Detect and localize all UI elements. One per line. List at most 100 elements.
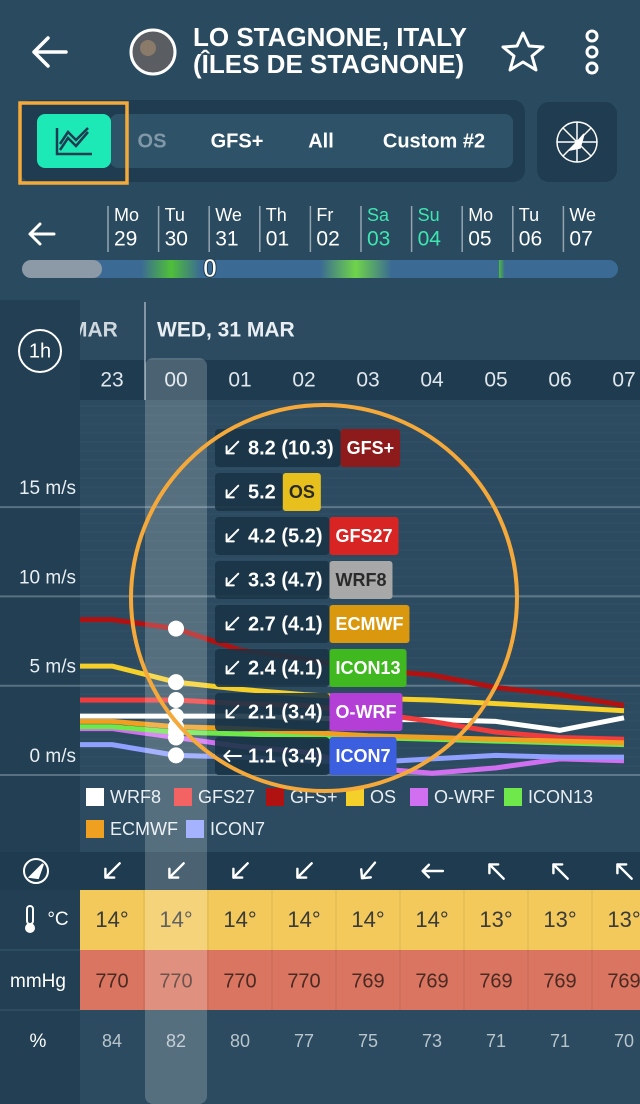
legend-label: ICON13 [528,787,593,807]
title: LO STAGNONE, ITALY [193,22,467,52]
tooltip-model: ECMWF [335,614,403,634]
humidity: 73 [422,1031,442,1051]
interval-button[interactable] [18,329,62,373]
y-tick-label: 15 m/s [19,478,76,499]
pressure: 769 [479,970,512,992]
tooltip-chip [215,605,330,643]
temperature: 14° [159,907,192,932]
tooltip-model: O-WRF [335,702,396,722]
legend-label: ICON7 [210,819,265,839]
hour-label: 02 [292,369,315,392]
day-weekday: Mo [114,205,139,225]
temperature: 14° [223,907,256,932]
day-date: 01 [266,228,289,251]
day-weekday: Su [418,205,440,225]
legend-swatch [186,820,204,838]
pressure: 770 [223,970,256,992]
graph-button[interactable] [37,114,111,168]
tab[interactable]: Custom #2 [383,130,485,152]
tab[interactable]: All [308,130,334,152]
temperature-unit: °C [47,909,68,930]
pressure: 769 [607,970,640,992]
legend-swatch [174,788,192,806]
hour-label: 07 [612,369,635,392]
pressure: 770 [95,970,128,992]
legend-swatch [410,788,428,806]
y-tick-label: 0 m/s [30,746,76,767]
day-weekday: Tu [519,205,539,225]
pressure: 770 [287,970,320,992]
legend-swatch [504,788,522,806]
tooltip-model: ICON7 [335,746,390,766]
tooltip-badge [329,517,399,555]
temperature-row [80,890,640,950]
legend-swatch [86,820,104,838]
selected-point [168,747,184,764]
series-line [80,718,625,746]
selected-point [168,718,184,735]
day-date: 02 [316,228,339,251]
thermometer-icon [25,905,35,933]
day-date: 29 [114,228,137,251]
tooltip-value: 3.3 (4.7) [248,569,322,591]
graph-icon [55,127,92,156]
tooltip-chip [215,693,330,731]
tooltip-value: 2.7 (4.1) [248,613,322,635]
tab-group [110,114,513,168]
legend-label: O-WRF [434,787,495,807]
tooltip-model: ICON13 [335,658,400,678]
day-date: 07 [569,228,592,251]
day-weekday: Th [266,205,287,225]
day-date: 31 [215,228,238,251]
tab[interactable]: GFS+ [211,130,264,152]
title: (ÎLES DE STAGNONE) [193,49,464,79]
pressure: 770 [159,970,192,992]
tooltip-model: GFS+ [347,438,395,458]
hour-label: 00 [164,369,187,392]
menu-button[interactable] [585,29,599,75]
interval-label: 1h [29,340,51,362]
tooltip-value: 1.1 (3.4) [248,745,322,767]
tooltip-badge [329,737,397,775]
humidity: 70 [614,1031,634,1051]
highlight-circle [129,403,519,793]
tooltip-chip [215,473,283,511]
temperature: 13° [607,907,640,932]
hour-label: 06 [548,369,571,392]
tab[interactable]: OS [138,130,167,152]
pressure-unit: mmHg [10,971,66,992]
legend-label: GFS27 [198,787,255,807]
back-button[interactable] [32,36,68,68]
day-date: 04 [418,228,442,251]
favorite-star[interactable] [501,31,545,72]
day-date: 03 [367,228,390,251]
direction-row [0,852,640,890]
tooltip-value: 4.2 (5.2) [248,525,322,547]
tooltip-value: 5.2 [248,481,276,503]
humidity: 75 [358,1031,378,1051]
avatar-detail [140,40,156,56]
day-weekday: We [569,205,596,225]
humidity: 71 [550,1031,570,1051]
tooltip-badge [340,429,401,467]
axis-column [0,300,80,852]
humidity-unit: % [30,1031,47,1052]
pressure: 769 [351,970,384,992]
y-tick-label: 5 m/s [30,657,76,678]
temperature: 14° [95,907,128,932]
highlight-box [18,101,129,185]
timeline-bar[interactable] [22,260,618,278]
timeline-past [22,260,102,278]
selected-point [168,692,184,708]
tooltip-value: 8.2 (10.3) [248,437,334,459]
tooltip-chip [215,561,330,599]
days-back[interactable] [28,222,56,246]
day-weekday: We [215,205,242,225]
tooltip-chip [215,429,341,467]
hour-label: 05 [484,369,507,392]
day-weekday: Mo [468,205,493,225]
timeline-marker[interactable]: 0 [202,252,217,283]
humidity: 77 [294,1031,314,1051]
